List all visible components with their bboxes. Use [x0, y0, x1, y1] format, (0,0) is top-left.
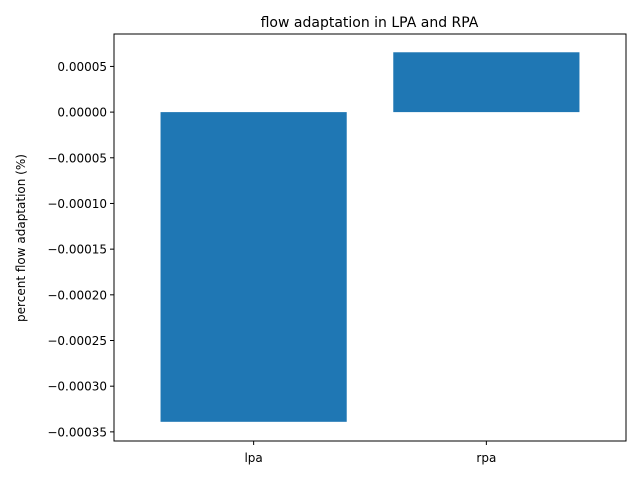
y-tick-label: −0.00015 [47, 243, 107, 257]
y-axis-label: percent flow adaptation (%) [14, 154, 28, 322]
y-tick-label: −0.00030 [47, 380, 107, 394]
y-tick-label: −0.00035 [47, 425, 107, 439]
bar-rpa [393, 52, 580, 113]
x-ticks-layer: lpa rpa [244, 441, 496, 465]
x-tick-label-rpa: rpa [476, 451, 496, 465]
y-tick-label: 0.00005 [57, 60, 107, 74]
plot-frame [113, 33, 627, 442]
y-tick-label: −0.00010 [47, 197, 107, 211]
y-ticks-layer: 0.00005 0.00000 −0.00005 −0.00010 −0.00015 −0… [47, 60, 114, 439]
axes-layer [113, 33, 627, 442]
y-tick-label: −0.00005 [47, 151, 107, 165]
y-tick-label: −0.00025 [47, 334, 107, 348]
chart-title: flow adaptation in LPA and RPA [261, 15, 479, 31]
bar-lpa [160, 112, 347, 422]
bars-layer [160, 52, 580, 422]
x-tick-label-lpa: lpa [244, 451, 262, 465]
y-tick-label: −0.00020 [47, 288, 107, 302]
y-tick-label: 0.00000 [57, 106, 107, 120]
